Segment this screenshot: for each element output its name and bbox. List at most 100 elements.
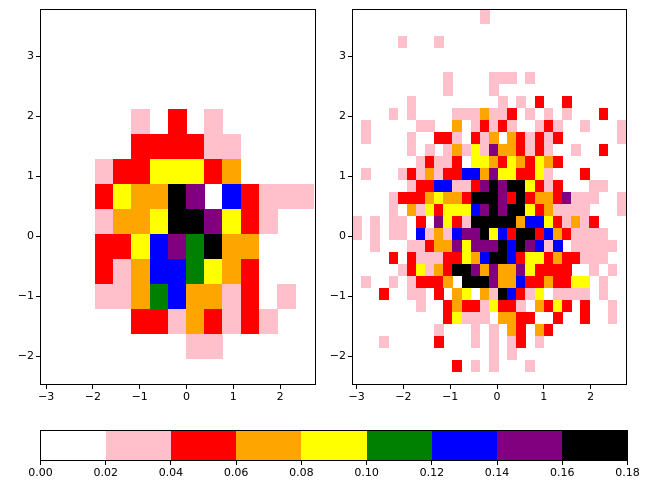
histogram-bin xyxy=(434,132,444,145)
histogram-bin xyxy=(607,300,618,313)
histogram-bin xyxy=(415,204,426,217)
x-tick-label: −2 xyxy=(395,390,412,403)
y-tick xyxy=(36,235,40,237)
y-tick-label: −1 xyxy=(329,289,346,302)
histogram-bin xyxy=(186,159,205,185)
histogram-bin xyxy=(543,264,554,277)
colorbar-segment-pink xyxy=(106,431,172,460)
histogram-bin xyxy=(561,216,572,229)
histogram-bin xyxy=(470,312,481,325)
histogram-bin xyxy=(461,204,472,217)
histogram-bin xyxy=(452,156,463,169)
histogram-bin xyxy=(507,132,517,145)
histogram-bin xyxy=(598,276,609,289)
x-tick xyxy=(232,385,234,389)
histogram-bin xyxy=(580,252,590,265)
histogram-bin xyxy=(516,144,527,157)
histogram-bin xyxy=(516,312,527,325)
histogram-bin xyxy=(580,228,590,241)
histogram-bin xyxy=(516,288,527,301)
histogram-bin xyxy=(461,216,472,229)
histogram-bin xyxy=(434,180,444,193)
histogram-bin xyxy=(580,300,590,313)
histogram-bin xyxy=(204,209,223,235)
histogram-bin xyxy=(406,144,417,157)
histogram-bin xyxy=(186,234,205,260)
y-tick xyxy=(36,175,40,177)
histogram-bin xyxy=(534,264,545,277)
histogram-bin xyxy=(167,284,187,310)
histogram-bin xyxy=(534,180,545,193)
colorbar-tick-label: 0.02 xyxy=(93,466,118,479)
histogram-bin xyxy=(571,240,581,253)
histogram-bin xyxy=(534,156,545,169)
histogram-bin xyxy=(149,184,169,210)
histogram-bin xyxy=(470,216,481,229)
histogram-bin xyxy=(507,240,517,253)
histogram-bin xyxy=(488,264,499,277)
histogram-bin xyxy=(406,132,417,145)
histogram-bin xyxy=(598,180,609,193)
histogram-bin xyxy=(406,288,417,301)
histogram-bin xyxy=(507,120,517,133)
histogram-bin xyxy=(516,180,527,193)
histogram-bin xyxy=(277,184,296,210)
histogram-bin xyxy=(479,240,490,253)
histogram-bin xyxy=(452,252,463,265)
colorbar-tick-label: 0.06 xyxy=(223,466,249,479)
histogram-bin xyxy=(488,204,499,217)
histogram-bin xyxy=(488,216,499,229)
histogram-bin xyxy=(498,156,508,169)
histogram-bin xyxy=(461,228,472,241)
histogram-bin xyxy=(95,184,114,210)
histogram-bin xyxy=(222,209,242,235)
histogram-bin xyxy=(589,228,600,241)
histogram-bin xyxy=(488,240,499,253)
colorbar-segment-white xyxy=(41,431,107,460)
histogram-bin xyxy=(131,159,151,185)
histogram-bin xyxy=(507,216,517,229)
histogram-bin xyxy=(479,168,490,181)
x-tick-label: 2 xyxy=(587,390,595,403)
histogram-bin xyxy=(525,312,536,325)
right-histogram-plot xyxy=(353,10,626,384)
left-histogram-plot xyxy=(41,10,315,384)
histogram-bin xyxy=(470,240,481,253)
histogram-bin xyxy=(525,144,536,157)
histogram-bin xyxy=(525,192,536,205)
histogram-bin xyxy=(461,180,472,193)
histogram-bin xyxy=(397,168,408,181)
histogram-bin xyxy=(525,204,536,217)
histogram-bin xyxy=(561,300,572,313)
histogram-bin xyxy=(525,288,536,301)
histogram-bin xyxy=(443,264,454,277)
histogram-bin xyxy=(589,264,600,277)
histogram-bin xyxy=(397,264,408,277)
histogram-bin xyxy=(443,252,454,265)
histogram-bin xyxy=(425,120,435,133)
histogram-bin xyxy=(406,240,417,253)
histogram-bin xyxy=(571,276,581,289)
histogram-bin xyxy=(516,336,527,349)
histogram-bin xyxy=(434,288,444,301)
histogram-bin xyxy=(479,108,490,121)
histogram-bin xyxy=(452,240,463,253)
histogram-bin xyxy=(507,180,517,193)
colorbar-tick-label: 0.14 xyxy=(484,466,510,479)
histogram-bin xyxy=(452,228,463,241)
histogram-bin xyxy=(479,300,490,313)
histogram-bin xyxy=(516,156,527,169)
histogram-bin xyxy=(571,252,581,265)
histogram-bin xyxy=(434,252,444,265)
histogram-bin xyxy=(131,109,151,135)
histogram-bin xyxy=(434,192,444,205)
histogram-bin xyxy=(580,192,590,205)
colorbar-tick-label: 0.00 xyxy=(28,466,53,479)
histogram-bin xyxy=(571,288,581,301)
histogram-bin xyxy=(516,240,527,253)
colorbar-segment-purple xyxy=(496,431,562,460)
histogram-bin xyxy=(580,276,590,289)
histogram-bin xyxy=(240,234,260,260)
colorbar-tick xyxy=(496,461,498,465)
histogram-bin xyxy=(534,276,545,289)
